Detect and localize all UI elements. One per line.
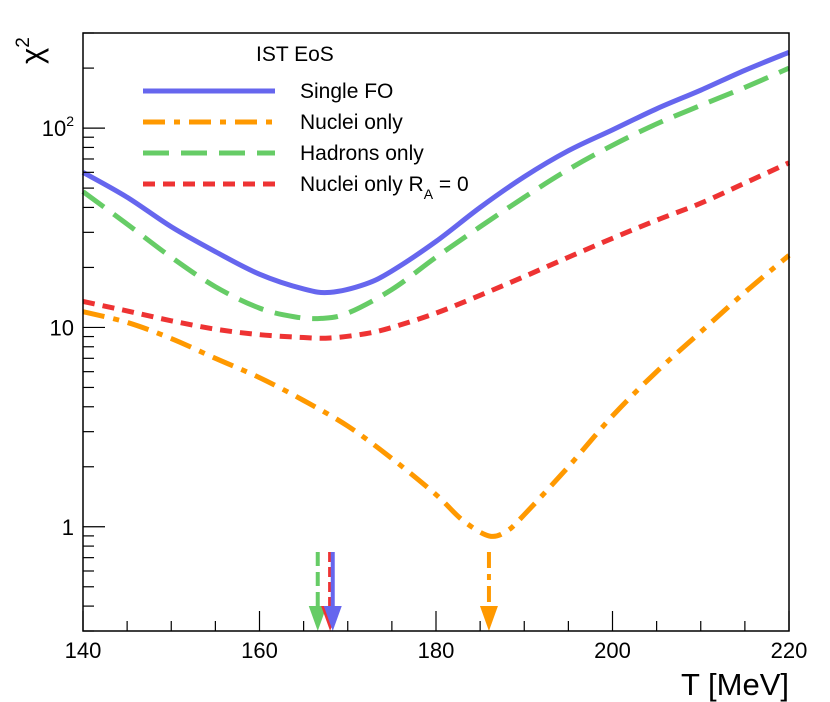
series-line-single-fo (81, 50, 790, 296)
arrow-head-nuclei-only (479, 606, 498, 631)
y-tick-label: 102 (42, 113, 74, 141)
legend-label-nuclei-only: Nuclei only (300, 111, 403, 134)
series-line-hadrons-only (81, 65, 791, 322)
x-tick-label: 220 (771, 638, 808, 663)
y-axis-label-base: χ (14, 48, 49, 64)
y-tick-label: 10 (50, 315, 74, 340)
legend-label-hadrons-only: Hadrons only (300, 142, 424, 165)
legend: IST EoS Single FO Nuclei only Hadrons only… (143, 43, 469, 202)
arrow-head-hadrons-only (308, 606, 327, 631)
arrow-head-single-fo (323, 606, 342, 631)
y-axis-label-sup: 2 (13, 37, 34, 48)
x-axis-ticks: 140 160 180 200 220 (65, 611, 808, 663)
x-axis-label: T [MeV] (681, 667, 789, 702)
series-line-nuclei-only-r-a-0 (82, 160, 791, 341)
legend-label-single-fo: Single FO (300, 80, 393, 103)
y-tick-label: 1 (62, 515, 74, 540)
y-axis-ticks: 1 10 102 (42, 32, 105, 632)
minimum-arrows (308, 552, 498, 631)
x-tick-label: 200 (594, 638, 631, 663)
series-curves (81, 50, 791, 539)
series-line-nuclei-only (82, 253, 791, 539)
legend-label-nuclei-only-r-a-0: Nuclei only RA = 0 (300, 173, 469, 202)
x-tick-label: 180 (418, 638, 455, 663)
x-tick-label: 160 (241, 638, 278, 663)
x-tick-label: 140 (65, 638, 102, 663)
y-axis-label: χ2 (13, 37, 49, 64)
legend-title: IST EoS (256, 43, 334, 66)
